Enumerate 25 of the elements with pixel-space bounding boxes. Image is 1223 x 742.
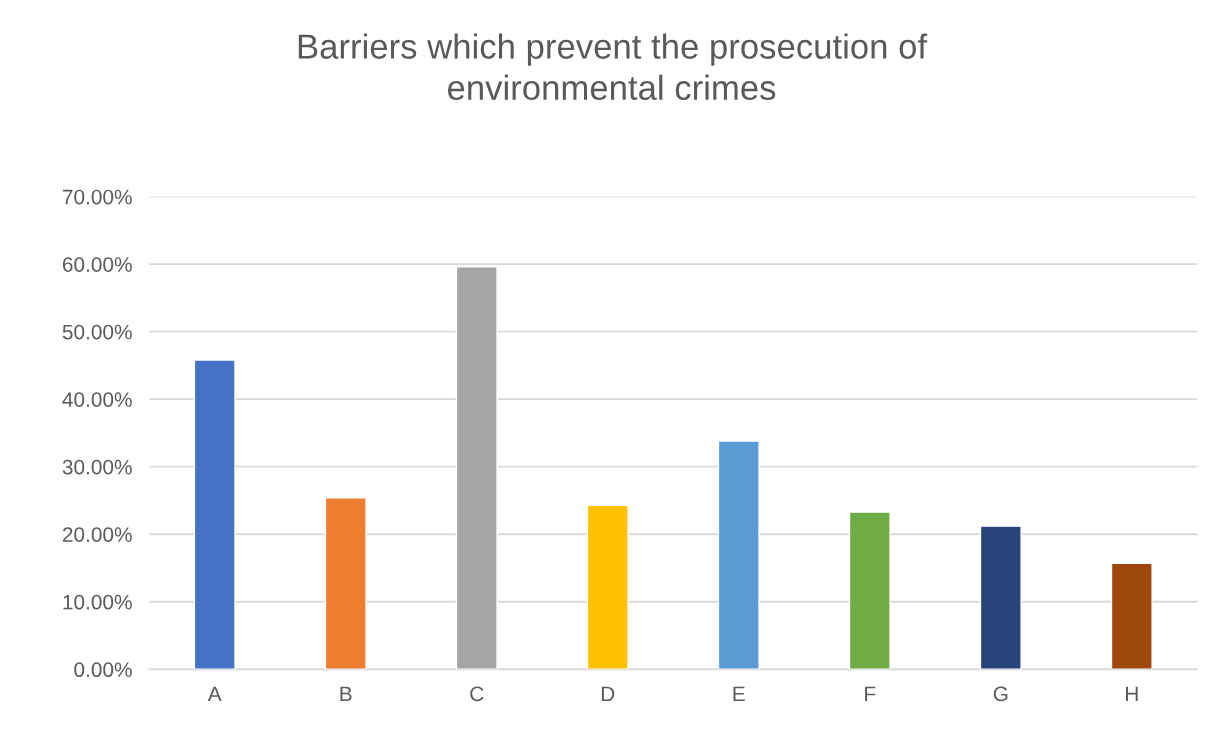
x-tick-label: E xyxy=(733,686,745,702)
bar xyxy=(1110,562,1153,670)
y-tick-label: 20.00% xyxy=(62,527,132,542)
x-tick-label: D xyxy=(601,686,615,702)
x-tick-label: G xyxy=(993,686,1008,702)
bar xyxy=(848,511,891,670)
x-tick-label: A xyxy=(207,686,222,702)
y-tick-label: 40.00% xyxy=(62,392,132,407)
y-tick-label: 60.00% xyxy=(62,257,132,272)
bar xyxy=(979,525,1022,670)
y-tick-label: 10.00% xyxy=(63,594,132,610)
bar xyxy=(193,359,236,670)
bar xyxy=(455,266,498,670)
y-tick-label: 30.00% xyxy=(62,459,132,475)
y-tick-label: 70.00% xyxy=(62,189,132,205)
bar xyxy=(717,440,760,670)
chart-title: Barriers which prevent the prosecution of environmental crimes xyxy=(298,33,928,101)
x-tick-label: F xyxy=(865,686,876,702)
y-tick-label: 0.00% xyxy=(74,662,132,678)
x-tick-label: C xyxy=(470,686,484,702)
x-tick-label: H xyxy=(1126,686,1138,702)
x-tick-label: B xyxy=(340,686,352,702)
y-tick-label: 50.00% xyxy=(62,324,132,340)
bar xyxy=(586,504,629,670)
bar xyxy=(324,497,367,670)
